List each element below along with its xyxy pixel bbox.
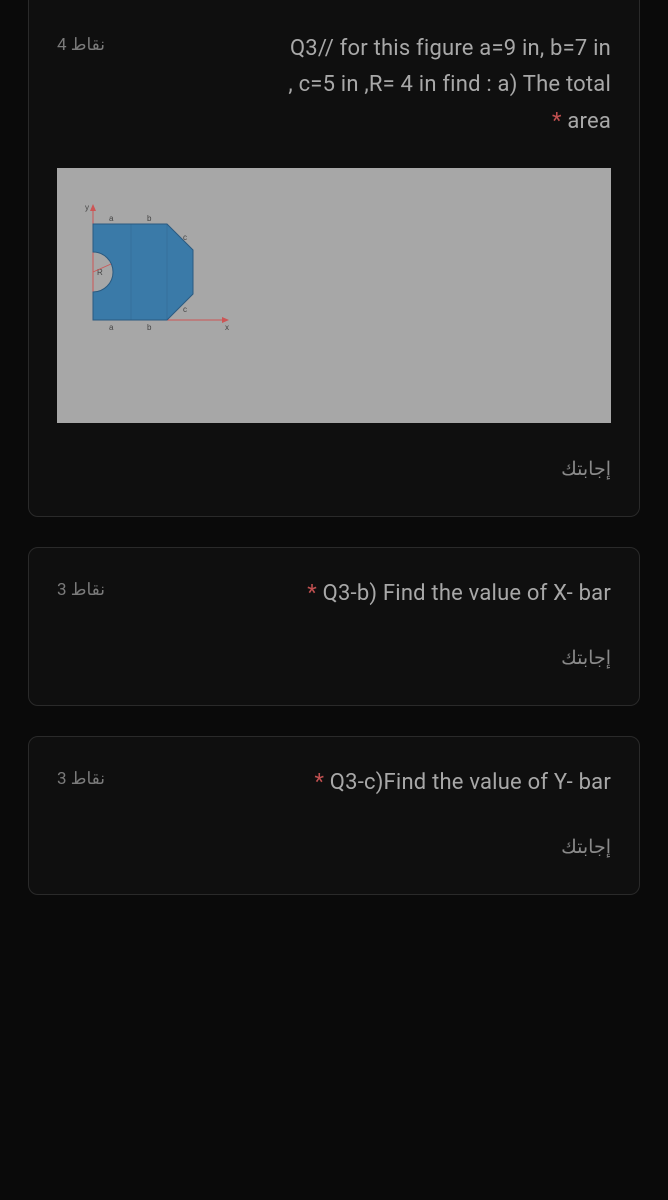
title-line: Q3-c)Find the value of Y- bar <box>330 770 611 795</box>
question-title: * Q3-b) Find the value of X- bar <box>119 576 611 612</box>
y-axis-arrow-icon <box>90 204 96 211</box>
question-card: * Q3-c)Find the value of Y- bar 3 نقاط إ… <box>28 736 640 895</box>
dim-a-top: a <box>109 214 114 223</box>
question-header: * Q3-c)Find the value of Y- bar 3 نقاط <box>57 765 611 801</box>
question-title: Q3// for this figure a=9 in, b=7 in , c=… <box>119 31 611 140</box>
answer-input[interactable]: إجابتك <box>57 646 611 675</box>
y-label: y <box>85 203 89 212</box>
title-line: Q3// for this figure a=9 in, b=7 in <box>290 36 611 61</box>
points-badge: 3 نقاط <box>57 765 105 789</box>
dim-b-bottom: b <box>147 323 152 332</box>
required-star-icon: * <box>314 770 324 795</box>
dim-a-bottom: a <box>109 323 114 332</box>
points-badge: 4 نقاط <box>57 31 105 55</box>
title-line: area <box>567 109 611 134</box>
question-card: Q3// for this figure a=9 in, b=7 in , c=… <box>28 0 640 517</box>
question-header: * Q3-b) Find the value of X- bar 3 نقاط <box>57 576 611 612</box>
question-title: * Q3-c)Find the value of Y- bar <box>119 765 611 801</box>
answer-input[interactable]: إجابتك <box>57 835 611 864</box>
title-line: , c=5 in ,R= 4 in find : a) The total <box>288 72 611 97</box>
question-figure: y x a b a b c c R <box>57 168 611 423</box>
dim-c-top: c <box>183 233 187 242</box>
title-line: Q3-b) Find the value of X- bar <box>323 581 611 606</box>
answer-input[interactable]: إجابتك <box>57 457 611 486</box>
dim-c-bottom: c <box>183 305 187 314</box>
dim-b-top: b <box>147 214 152 223</box>
required-star-icon: * <box>307 581 317 606</box>
geometry-diagram: y x a b a b c c R <box>75 198 245 338</box>
composite-shape <box>93 224 193 320</box>
dim-r: R <box>97 268 103 277</box>
question-header: Q3// for this figure a=9 in, b=7 in , c=… <box>57 31 611 140</box>
points-badge: 3 نقاط <box>57 576 105 600</box>
required-star-icon: * <box>552 109 562 134</box>
x-label: x <box>225 323 229 332</box>
question-card: * Q3-b) Find the value of X- bar 3 نقاط … <box>28 547 640 706</box>
